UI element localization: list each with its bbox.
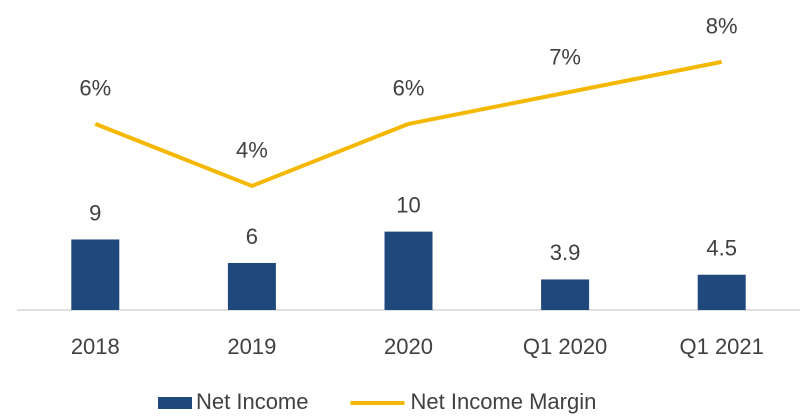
- legend-label: Net Income Margin: [411, 389, 597, 414]
- x-tick-label: Q1 2021: [679, 334, 763, 359]
- data-label: 4%: [236, 138, 268, 163]
- bar: [227, 262, 276, 310]
- bar: [71, 239, 120, 310]
- data-label: 9: [89, 200, 101, 225]
- data-label: 4.5: [706, 236, 737, 261]
- x-tick-label: 2018: [71, 334, 120, 359]
- data-label: 6: [246, 224, 258, 249]
- bar: [697, 274, 746, 310]
- data-label: 8%: [706, 14, 738, 39]
- bar: [384, 231, 433, 310]
- data-label: 6%: [79, 76, 111, 101]
- data-label: 7%: [549, 45, 581, 70]
- data-label: 10: [396, 192, 420, 217]
- data-label: 6%: [393, 76, 425, 101]
- x-tick-label: 2019: [227, 334, 276, 359]
- x-tick-label: 2020: [384, 334, 433, 359]
- legend-label: Net Income: [196, 389, 309, 414]
- bar: [541, 279, 590, 310]
- x-tick-label: Q1 2020: [523, 334, 607, 359]
- data-label: 3.9: [550, 240, 581, 265]
- legend-swatch: [158, 397, 192, 409]
- line: [94, 59, 723, 188]
